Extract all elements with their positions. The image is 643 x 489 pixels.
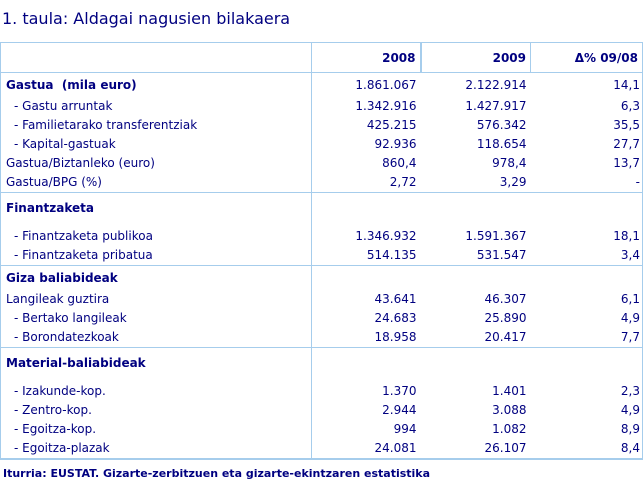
cell-2008: 514.135	[366, 248, 417, 262]
header-row: 2008 2009 Δ% 09/08	[0, 42, 643, 73]
cell-2009: 978,4	[492, 156, 527, 170]
table-row: - Gastu arruntak 1.342.916 1.427.917 6,3	[0, 97, 643, 116]
row-label: Gastua/BPG (%)	[0, 173, 312, 193]
table-row: - Izakunde-kop. 1.370 1.401 2,3	[0, 382, 643, 401]
cell-2009	[420, 265, 531, 290]
cell-2009: 25.890	[484, 311, 527, 325]
cell-delta	[530, 265, 643, 290]
cell-2009: 1.427.917	[465, 99, 527, 113]
cell-delta: 8,9	[530, 420, 643, 439]
row-label: - Bertako langileak	[0, 309, 312, 328]
cell-delta	[530, 192, 643, 227]
table-title: 1. taula: Aldagai nagusien bilakaera	[2, 9, 291, 28]
section-label: Material-baliabideak	[0, 347, 312, 382]
row-label: - Egoitza-kop.	[0, 420, 312, 439]
table-row: - Finantzaketa pribatua 514.135 531.547 …	[0, 246, 643, 266]
cell-2009: 26.107	[420, 439, 531, 460]
cell-delta: 4,9	[530, 309, 643, 328]
cell-2009: 1.401	[492, 384, 527, 398]
cell-2008: 994	[393, 422, 417, 436]
cell-delta: 6,3	[530, 97, 643, 116]
cell-2008: 92.936	[374, 137, 417, 151]
table-row: - Finantzaketa publikoa 1.346.932 1.591.…	[0, 227, 643, 246]
cell-2009	[420, 192, 531, 227]
cell-2009: 3.088	[492, 403, 527, 417]
cell-delta: 6,1	[530, 290, 643, 309]
cell-delta: 7,7	[530, 328, 643, 348]
cell-2009: 46.307	[484, 292, 527, 306]
header-2009: 2009	[420, 42, 531, 73]
cell-2009	[420, 347, 531, 382]
row-label: - Egoitza-plazak	[0, 439, 312, 460]
cell-2008: 2.944	[382, 403, 417, 417]
cell-delta: 13,7	[530, 154, 643, 173]
table-row: Gastua/Biztanleko (euro) 860,4 978,4 13,…	[0, 154, 643, 173]
cell-delta: 3,4	[530, 246, 643, 266]
header-delta-percent: Δ% 09/08	[530, 42, 643, 73]
cell-2009: 2.122.914	[420, 72, 531, 97]
table-row: - Zentro-kop. 2.944 3.088 4,9	[0, 401, 643, 420]
cell-2008: 1.342.916	[355, 99, 417, 113]
table-row: - Familietarako transferentziak 425.215 …	[0, 116, 643, 135]
cell-2008: 425.215	[366, 118, 417, 132]
cell-2008: 860,4	[382, 156, 417, 170]
section-label: Gastua (mila euro)	[0, 72, 312, 97]
cell-delta: 14,1	[530, 72, 643, 97]
cell-2009: 531.547	[476, 248, 527, 262]
row-label: - Zentro-kop.	[0, 401, 312, 420]
cell-2009: 1.082	[492, 422, 527, 436]
row-label: - Finantzaketa pribatua	[0, 246, 312, 266]
row-label: - Finantzaketa publikoa	[0, 227, 312, 246]
cell-delta: 8,4	[530, 439, 643, 460]
cell-delta: 4,9	[530, 401, 643, 420]
table-row: - Egoitza-kop. 994 1.082 8,9	[0, 420, 643, 439]
cell-2008	[311, 265, 421, 290]
cell-2009: 576.342	[476, 118, 527, 132]
cell-delta: 35,5	[530, 116, 643, 135]
cell-2008: 43.641	[374, 292, 417, 306]
row-label: - Familietarako transferentziak	[0, 116, 312, 135]
row-label: Gastua/Biztanleko (euro)	[0, 154, 312, 173]
header-2008: 2008	[311, 42, 422, 73]
cell-2008: 2,72	[389, 175, 417, 189]
cell-2009: 118.654	[476, 137, 527, 151]
cell-2008: 24.081	[311, 439, 421, 460]
cell-2008: 1.370	[382, 384, 417, 398]
table-row: - Borondatezkoak 18.958 20.417 7,7	[0, 328, 643, 348]
header-label	[0, 42, 312, 73]
row-label: - Kapital-gastuak	[0, 135, 312, 154]
section-header-gastua: Gastua (mila euro) 1.861.067 2.122.914 1…	[0, 72, 643, 97]
cell-delta	[530, 347, 643, 382]
row-label: Langileak guztira	[0, 290, 312, 309]
cell-2009: 3,29	[499, 175, 527, 189]
cell-delta: 27,7	[530, 135, 643, 154]
section-label: Finantzaketa	[0, 192, 312, 227]
data-table: 2008 2009 Δ% 09/08 Gastua (mila euro) 1.…	[0, 42, 643, 460]
cell-2009: 20.417	[484, 330, 527, 344]
row-label: - Izakunde-kop.	[0, 382, 312, 401]
cell-2008: 1.346.932	[355, 229, 417, 243]
cell-2008: 18.958	[374, 330, 417, 344]
table-row: - Kapital-gastuak 92.936 118.654 27,7	[0, 135, 643, 154]
table-row: Langileak guztira 43.641 46.307 6,1	[0, 290, 643, 309]
section-header-finantzaketa: Finantzaketa	[0, 192, 643, 227]
table-row: - Egoitza-plazak 24.081 26.107 8,4	[0, 439, 643, 460]
cell-2008: 1.861.067	[311, 72, 421, 97]
row-label: - Borondatezkoak	[0, 328, 312, 348]
cell-2008	[311, 347, 421, 382]
cell-2008: 24.683	[374, 311, 417, 325]
section-label: Giza baliabideak	[0, 265, 312, 290]
cell-delta: 18,1	[530, 227, 643, 246]
section-header-giza-baliabideak: Giza baliabideak	[0, 265, 643, 290]
source-footnote: Iturria: EUSTAT. Gizarte-zerbitzuen eta …	[3, 467, 431, 480]
row-label: - Gastu arruntak	[0, 97, 312, 116]
cell-delta: -	[530, 173, 643, 193]
section-header-material-baliabideak: Material-baliabideak	[0, 347, 643, 382]
cell-2008	[311, 192, 421, 227]
cell-2009: 1.591.367	[465, 229, 527, 243]
table-row: - Bertako langileak 24.683 25.890 4,9	[0, 309, 643, 328]
table-row: Gastua/BPG (%) 2,72 3,29 -	[0, 173, 643, 193]
cell-delta: 2,3	[530, 382, 643, 401]
